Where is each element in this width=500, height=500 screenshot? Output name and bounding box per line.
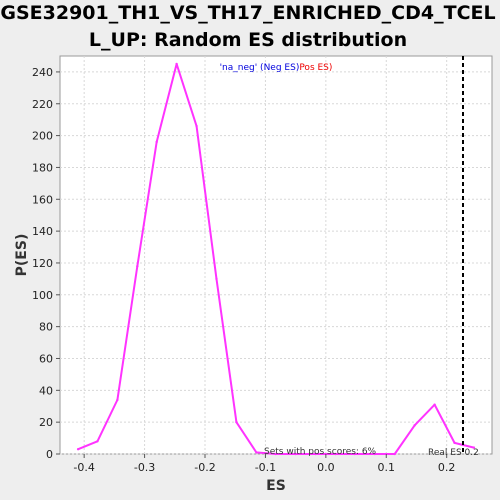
x-tick-label: -0.4 (73, 461, 94, 474)
y-tick-label: 140 (32, 225, 53, 238)
data-point (274, 452, 277, 456)
y-tick-label: 220 (32, 98, 53, 111)
data-point (215, 277, 218, 281)
y-tick-label: 60 (39, 352, 53, 365)
y-axis-label: P(ES) (14, 234, 30, 277)
data-point (433, 403, 436, 406)
legend-pos-label: Pos ES) (299, 63, 332, 73)
data-point (353, 452, 357, 456)
y-tick-label: 80 (39, 321, 53, 334)
pos-scores-annotation: Sets with pos scores: 6% (264, 447, 377, 457)
x-tick-label: 0.0 (317, 461, 335, 474)
x-tick-label: 0.1 (378, 461, 396, 474)
grid (60, 56, 492, 455)
y-tick-label: 180 (32, 161, 53, 174)
y-tick-label: 100 (32, 289, 53, 302)
y-tick-label: 160 (32, 193, 53, 206)
x-axis-label: ES (266, 478, 286, 494)
x-tick-label: -0.3 (134, 461, 155, 474)
y-axis: 0 20 40 60 80 100 120 140 160 180 200 220 240 (32, 66, 60, 461)
data-point (373, 452, 376, 456)
y-tick-label: 200 (32, 130, 53, 143)
series-layer (76, 62, 476, 456)
data-point (255, 451, 258, 454)
plot-area (59, 55, 493, 455)
data-point (314, 452, 317, 456)
data-point (116, 398, 119, 402)
x-axis: -0.4 -0.3 -0.2 -0.1 0.0 0.1 0.2 (73, 454, 455, 474)
y-tick-label: 120 (32, 257, 53, 270)
data-point (195, 124, 198, 128)
data-point (472, 446, 476, 449)
data-point (175, 62, 178, 66)
data-point (453, 441, 456, 445)
data-point (96, 440, 99, 443)
y-tick-label: 0 (46, 448, 53, 461)
x-tick-label: -0.1 (255, 461, 276, 474)
data-point (294, 452, 297, 456)
data-point (393, 452, 396, 456)
chart-title-line1: GSE32901_TH1_VS_TH17_ENRICHED_CD4_TCEL (0, 2, 495, 24)
chart-title-line2: L_UP: Random ES distribution (89, 29, 407, 51)
data-point (76, 448, 80, 451)
data-point (136, 264, 139, 268)
x-tick-label: 0.2 (438, 461, 456, 474)
data-point (235, 420, 238, 424)
data-point (413, 424, 416, 427)
data-point (334, 452, 337, 456)
x-tick-label: -0.2 (194, 461, 215, 474)
legend-neg-label: 'na_neg' (Neg ES) (220, 63, 300, 73)
real-es-annotation: Real ES 0.2 (428, 448, 479, 458)
y-tick-label: 240 (32, 66, 53, 79)
y-tick-label: 20 (39, 416, 53, 429)
legend: 'na_neg' (Neg ES)Pos ES) (220, 63, 333, 73)
y-tick-label: 40 (39, 384, 53, 397)
data-point (155, 140, 158, 144)
